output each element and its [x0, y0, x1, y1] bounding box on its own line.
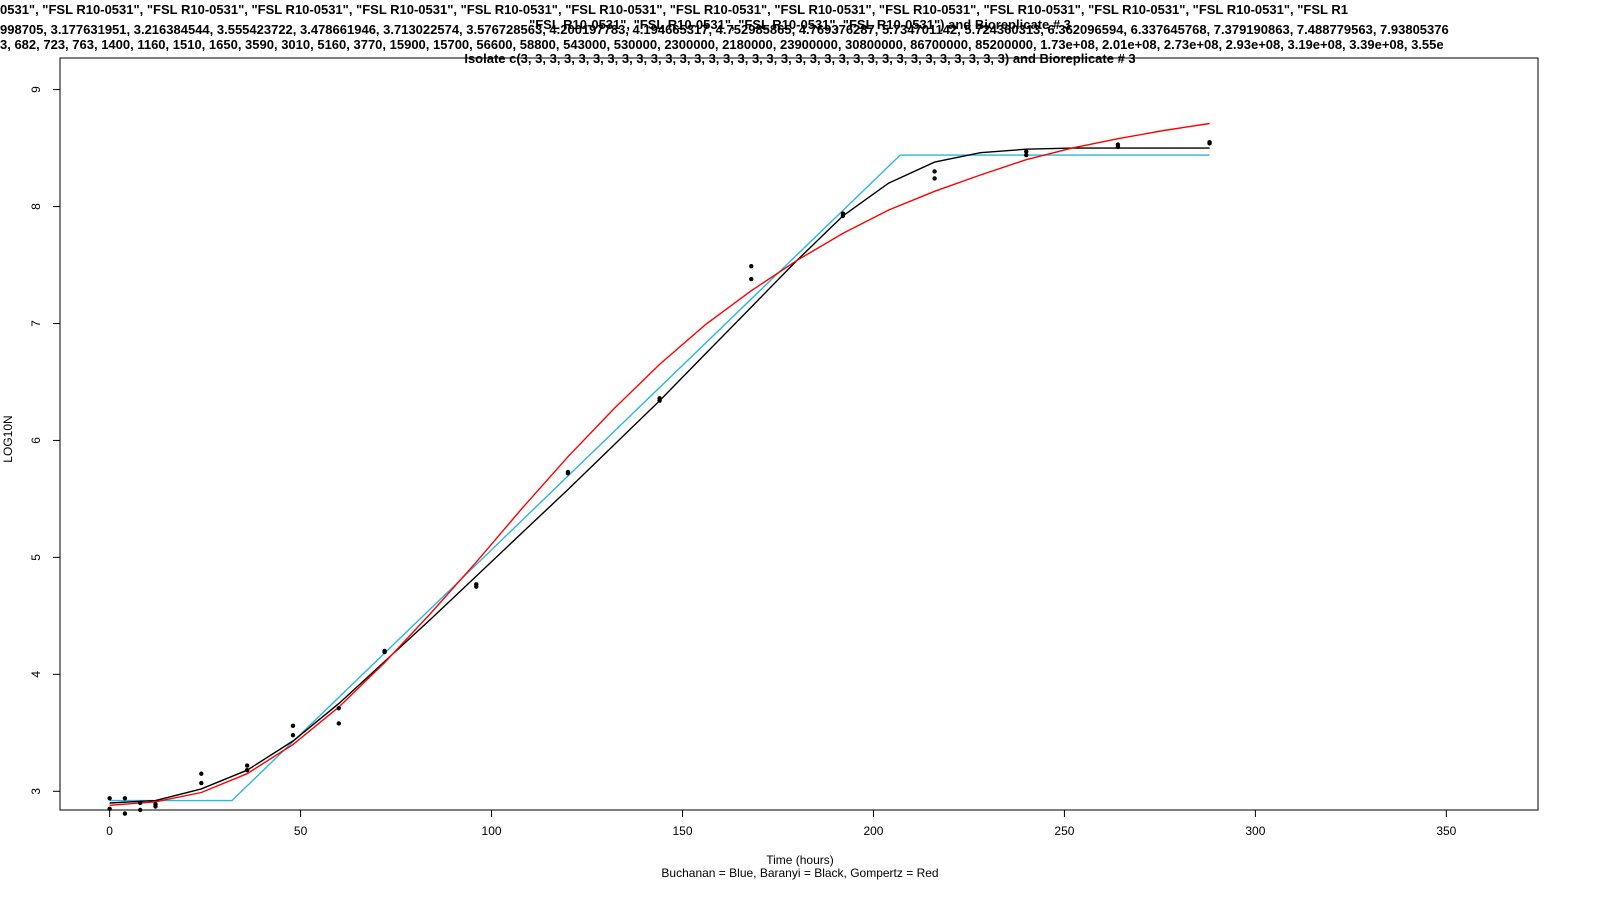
- fitted-curves: [109, 122, 1210, 806]
- chart-title-line-4: 3, 682, 723, 763, 1400, 1160, 1510, 1650…: [0, 37, 1444, 52]
- data-point: [336, 706, 341, 711]
- data-point: [1207, 141, 1212, 146]
- y-tick-label: 6: [29, 437, 43, 444]
- x-tick-label: 350: [1436, 824, 1456, 838]
- x-tick-label: 0: [106, 824, 113, 838]
- data-point: [107, 796, 112, 801]
- data-point: [138, 800, 143, 806]
- data-point: [138, 807, 143, 813]
- x-tick-label: 250: [1054, 824, 1074, 838]
- x-tick-label: 150: [673, 824, 693, 838]
- y-tick-label: 4: [29, 671, 43, 678]
- data-point: [153, 804, 158, 809]
- data-point: [657, 398, 662, 403]
- data-point: [474, 582, 479, 587]
- data-point: [840, 213, 846, 219]
- x-tick-label: 200: [863, 824, 883, 838]
- gompertz-curve: [109, 122, 1210, 806]
- y-axis-label: LOG10N: [1, 415, 15, 463]
- plot-frame: [59, 57, 1539, 811]
- data-point: [244, 763, 250, 768]
- data-point: [199, 780, 204, 786]
- y-tick-label: 8: [29, 203, 43, 210]
- y-tick-label: 9: [29, 86, 43, 93]
- data-point: [932, 169, 937, 174]
- observed-points: [107, 140, 1212, 816]
- x-tick-label: 300: [1245, 824, 1265, 838]
- data-point: [565, 470, 571, 476]
- data-point: [932, 176, 937, 181]
- data-point: [199, 771, 204, 776]
- data-point: [290, 732, 296, 738]
- chart-title-line-3: 998705, 3.177631951, 3.216384544, 3.5554…: [0, 22, 1449, 37]
- data-point: [336, 721, 341, 726]
- y-axis: 3 4 5 6 7 8 9: [29, 86, 61, 795]
- data-point: [1024, 149, 1029, 154]
- y-tick-label: 7: [29, 320, 43, 327]
- baranyi-curve: [109, 147, 1210, 804]
- data-point: [1115, 142, 1121, 147]
- x-tick-label: 50: [294, 824, 308, 838]
- x-axis: 0 50 100 150 200 250 300 350: [106, 809, 1457, 838]
- chart-title-line-2: "FSL R10-0531", "FSL R10-0531", "FSL R10…: [529, 17, 1071, 32]
- data-point: [749, 276, 754, 282]
- chart-title-line-1: 0531", "FSL R10-0531", "FSL R10-0531", "…: [0, 2, 1348, 17]
- y-tick-label: 3: [29, 788, 43, 795]
- data-point: [382, 649, 387, 655]
- chart-subtitle: Buchanan = Blue, Baranyi = Black, Gomper…: [661, 866, 939, 880]
- buchanan-curve: [109, 154, 1210, 802]
- data-point: [122, 811, 128, 816]
- data-point: [107, 806, 112, 812]
- y-tick-label: 5: [29, 554, 43, 561]
- data-point: [244, 768, 250, 773]
- data-point: [290, 723, 296, 728]
- data-point: [1024, 152, 1029, 158]
- data-point: [749, 263, 754, 269]
- data-point: [122, 796, 128, 801]
- x-axis-label: Time (hours): [766, 853, 834, 867]
- x-tick-label: 100: [482, 824, 502, 838]
